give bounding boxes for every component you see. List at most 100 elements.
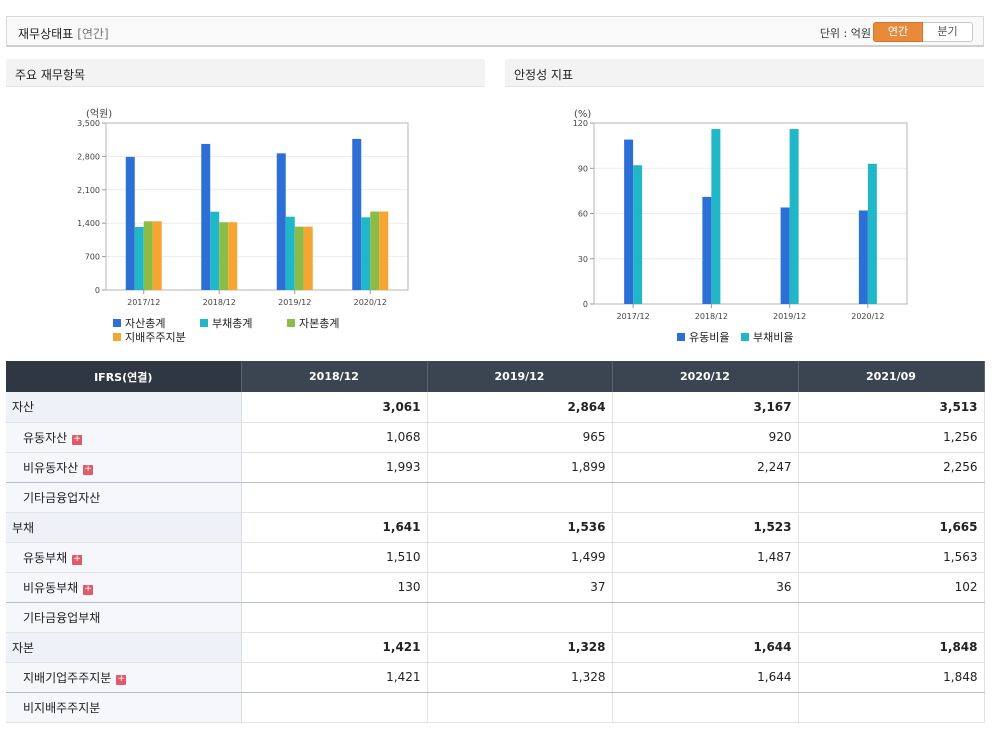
bar-자산총계 (276, 153, 286, 290)
row-value (798, 692, 985, 723)
row-value: 2,247 (612, 452, 799, 483)
bar-자산총계 (125, 156, 135, 290)
major-items-chart: (억원) 0 700 1,400 2,100 2,800 3,500 2017/12 2018/… (77, 108, 409, 344)
row-value: 1,641 (241, 512, 428, 543)
expand-plus-icon[interactable]: + (72, 433, 83, 445)
bar-부채비율 (789, 129, 799, 304)
row-label-text: 기타금융업부채 (23, 610, 101, 625)
row-value: 3,167 (612, 392, 799, 423)
stability-chart: (%) 0 30 60 90 120 2017/12 2018/12 2019/12 2020/1… (573, 109, 908, 344)
row-value (612, 482, 799, 513)
row-value: 1,848 (798, 632, 985, 663)
legend-swatch (287, 319, 295, 327)
row-label: 자본 (6, 632, 242, 663)
row-value: 1,256 (798, 422, 985, 453)
table-row: 기타금융업자산 (6, 482, 985, 513)
row-value: 1,644 (612, 632, 799, 663)
table-header-period: 2020/12 (612, 361, 799, 392)
major-items-chart-area: (억원) 0 700 1,400 2,100 2,800 3,500 2017/12 2018/… (6, 87, 485, 355)
x-tick-label: 2017/12 (617, 312, 650, 321)
row-value (612, 602, 799, 633)
x-tick-label: 2018/12 (695, 312, 728, 321)
row-value: 1,499 (427, 542, 613, 573)
row-value: 1,328 (427, 662, 613, 693)
y-tick-label: 700 (85, 253, 100, 262)
x-tick-label: 2020/12 (851, 312, 884, 321)
legend-swatch (677, 333, 685, 341)
row-value (798, 602, 985, 633)
row-value: 1,510 (241, 542, 428, 573)
expand-plus-icon[interactable]: + (83, 583, 94, 595)
legend-swatch (200, 319, 208, 327)
major-items-title: 주요 재무항목 (6, 59, 485, 87)
row-label: 비유동자산 + (6, 452, 242, 483)
bar-부채비율 (867, 163, 877, 304)
row-value: 1,068 (241, 422, 428, 453)
y-tick-label: 60 (578, 210, 588, 219)
y-tick-label: 30 (578, 255, 588, 264)
table-row: 유동부채 +1,510 1,499 1,487 1,563 (6, 542, 985, 573)
row-value (612, 692, 799, 723)
bar-유동비율 (702, 196, 712, 304)
table-header-label: IFRS(연결) (6, 361, 242, 392)
row-value: 3,513 (798, 392, 985, 423)
y-tick-label: 0 (95, 286, 100, 295)
row-label-text: 자본 (12, 640, 35, 655)
legend-label: 자본총계 (299, 317, 339, 330)
row-value: 130 (241, 572, 428, 603)
table-row: 자산 3,061 2,864 3,167 3,513 (6, 392, 985, 423)
row-label: 부채 (6, 512, 242, 543)
table-header-period: 2019/12 (427, 361, 613, 392)
row-label-text: 지배기업주주지분 (23, 670, 112, 685)
bar-자산총계 (201, 143, 211, 290)
bar-유동비율 (858, 210, 868, 304)
row-value (427, 602, 613, 633)
row-label: 자산 (6, 392, 242, 423)
legend-swatch (113, 333, 121, 341)
legend-label: 부채비율 (753, 331, 793, 344)
row-value: 1,536 (427, 512, 613, 543)
y-tick-label: 3,500 (77, 119, 100, 128)
row-value: 102 (798, 572, 985, 603)
row-label-text: 비유동부채 (23, 580, 79, 595)
table-row: 기타금융업부채 (6, 602, 985, 633)
annual-tab[interactable]: 연간 (873, 22, 923, 42)
section-title-text: 재무상태표 (18, 27, 74, 41)
table-row: 비유동자산 +1,993 1,899 2,247 2,256 (6, 452, 985, 483)
expand-plus-icon[interactable]: + (72, 553, 83, 565)
row-value: 2,256 (798, 452, 985, 483)
y-tick-label: 0 (583, 300, 588, 309)
major-items-panel: 주요 재무항목 (억원) 0 700 1,400 2,100 2,800 3,500 2017… (6, 59, 485, 355)
bar-자본총계 (370, 211, 380, 290)
row-value: 36 (612, 572, 799, 603)
bar-부채비율 (633, 165, 643, 304)
row-value: 1,487 (612, 542, 799, 573)
table-row: 지배기업주주지분 +1,421 1,328 1,644 1,848 (6, 662, 985, 693)
expand-plus-icon[interactable]: + (116, 673, 127, 685)
row-value: 2,864 (427, 392, 613, 423)
bar-지배주주지분 (379, 211, 389, 290)
y-tick-label: 2,800 (77, 152, 100, 161)
expand-plus-icon[interactable]: + (83, 463, 94, 475)
x-tick-label: 2020/12 (354, 298, 387, 307)
row-label-text: 유동자산 (23, 430, 68, 445)
legend-swatch (113, 319, 121, 327)
row-label-text: 기타금융업자산 (23, 490, 101, 505)
legend-label: 유동비율 (689, 331, 729, 344)
x-tick-label: 2018/12 (203, 298, 236, 307)
y-axis-label: (억원) (86, 108, 112, 120)
bar-부채총계 (134, 227, 144, 290)
bar-지배주주지분 (152, 221, 162, 290)
row-label: 유동자산 + (6, 422, 242, 453)
bar-부채비율 (711, 129, 721, 304)
row-value: 1,421 (241, 662, 428, 693)
quarter-tab[interactable]: 분기 (923, 22, 973, 42)
bar-지배주주지분 (228, 222, 238, 290)
table-row: 비유동부채 +130 37 36 102 (6, 572, 985, 603)
legend-label: 지배주주지분 (125, 331, 186, 344)
row-value: 965 (427, 422, 613, 453)
row-label: 지배기업주주지분 + (6, 662, 242, 693)
table-row: 유동자산 +1,068 965 920 1,256 (6, 422, 985, 453)
section-title: 재무상태표 [연간] (18, 25, 109, 42)
row-value: 1,644 (612, 662, 799, 693)
